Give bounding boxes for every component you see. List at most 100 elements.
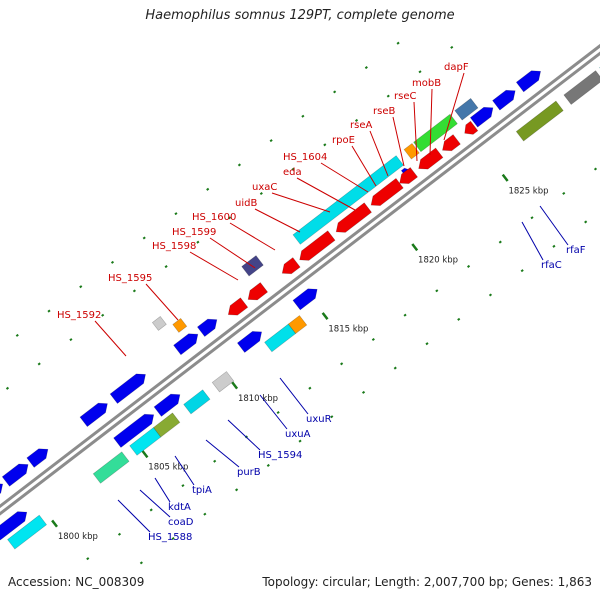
scale-dot (371, 337, 375, 342)
reverse-gene (442, 134, 461, 152)
scale-dot (530, 216, 534, 220)
scale-dot (291, 167, 295, 171)
upper-gene-label: rseB (373, 106, 395, 117)
lower-gene-label: coaD (168, 517, 194, 528)
scale-dot (354, 118, 359, 122)
reverse-gene (370, 178, 404, 206)
lower-label-leader (154, 477, 171, 503)
scale-ticks: 1800 kbp 1805 kbp 1810 kbp 1815 kbp 1820 kbp… (51, 173, 549, 542)
feature-block-steel (454, 97, 479, 121)
lower-label-leader (539, 205, 569, 246)
forward-gene (1, 463, 29, 487)
scale-dot (435, 289, 439, 293)
scale-dot (5, 386, 10, 390)
scale-dot (181, 484, 185, 488)
feature-block-grey (211, 371, 235, 393)
reverse-gene (418, 147, 444, 170)
forward-gene (26, 448, 49, 468)
upper-gene-label: HS_1592 (57, 310, 101, 321)
scale-dot (361, 390, 366, 394)
scale-dot (164, 265, 168, 269)
forward-gene-lower (0, 511, 28, 541)
scale-tick-label: 1810 kbp (238, 394, 278, 404)
scale-dot (301, 114, 305, 118)
upper-gene-label: HS_1599 (172, 227, 216, 238)
lower-gene-label: kdtA (168, 502, 191, 513)
scale-tick-label: 1820 kbp (418, 256, 458, 266)
lower-label-leader (279, 377, 309, 415)
feature-block-olive (153, 412, 181, 438)
scale-dot (69, 338, 73, 342)
map-title: Haemophilus somnus 129PT, complete genom… (145, 8, 455, 23)
label-leaders (94, 72, 569, 533)
reverse-gene (247, 282, 269, 301)
scale-dot (386, 94, 390, 98)
scale-dot (47, 309, 51, 313)
upper-gene-label: rseC (394, 91, 416, 102)
scale-tick-label: 1825 kbp (508, 186, 548, 196)
upper-gene-label: uxaC (252, 182, 277, 193)
forward-gene-lower (236, 331, 263, 353)
feature-block-olive (515, 100, 564, 142)
lower-label-leader (117, 499, 151, 533)
scale-dot (101, 313, 105, 317)
scale-dot (79, 285, 83, 289)
backbone-lines (0, 0, 600, 551)
upper-label-leader (145, 283, 179, 321)
upper-label-leader (189, 251, 239, 281)
lower-gene-label: rfaC (541, 260, 562, 271)
scale-dot (562, 191, 566, 195)
lower-gene-label: uxuA (285, 429, 311, 440)
feature-block-green (413, 113, 458, 153)
scale-dot (228, 216, 232, 220)
accession-text: Accession: NC_008309 (8, 575, 145, 589)
scale-dot (364, 66, 368, 70)
scale-dot (308, 386, 312, 390)
upper-label-leader (369, 130, 389, 177)
upper-label-leader (229, 222, 276, 251)
upper-gene-label: HS_1600 (192, 212, 236, 223)
lower-label-leader (174, 455, 195, 486)
scale-dot (117, 532, 122, 536)
lower-gene-label: rfaF (566, 245, 586, 256)
lower-label-leader (521, 221, 544, 261)
scale-dot (593, 167, 598, 171)
scale-dot (171, 536, 175, 541)
feature-block-cyan (183, 389, 211, 415)
scale-dot (396, 41, 400, 45)
scale-dot (206, 187, 210, 191)
scale-dot (37, 362, 41, 366)
scale-dot (403, 313, 407, 317)
gene-labels: HS_1592 HS_1595 HS_1598 HS_1599 HS_1600 uidB u… (57, 62, 586, 543)
forward-gene (0, 483, 4, 508)
upper-label-leader (320, 162, 369, 193)
upper-label-leader (209, 237, 256, 269)
scale-dot (425, 342, 429, 346)
scale-dot (323, 143, 327, 147)
scale-dot (393, 366, 397, 370)
scale-dot (333, 90, 337, 94)
forward-gene (109, 373, 146, 404)
scale-dot (149, 508, 153, 512)
scale-tick (321, 312, 329, 320)
feature-block-cyan (7, 514, 47, 550)
upper-gene-label: uidB (235, 198, 257, 209)
forward-gene (173, 333, 199, 356)
scale-dot (196, 240, 200, 244)
scale-dot (213, 459, 217, 463)
upper-label-leader (413, 101, 418, 162)
scale-tick-label: 1815 kbp (328, 325, 368, 335)
lower-label-leader (139, 489, 171, 518)
scale-dot (139, 561, 143, 565)
scale-dot (552, 244, 556, 248)
forward-gene (196, 318, 218, 337)
upper-label-leader (296, 177, 356, 211)
scale-dot (340, 362, 344, 366)
upper-gene-label: rpoE (332, 135, 355, 146)
lower-label-leader (259, 394, 288, 430)
lower-gene-label: uxuR (306, 414, 332, 425)
scale-dot (235, 488, 239, 492)
upper-gene-label: eda (283, 167, 302, 178)
upper-gene-label: dapF (444, 62, 469, 73)
scale-dot (498, 240, 502, 244)
